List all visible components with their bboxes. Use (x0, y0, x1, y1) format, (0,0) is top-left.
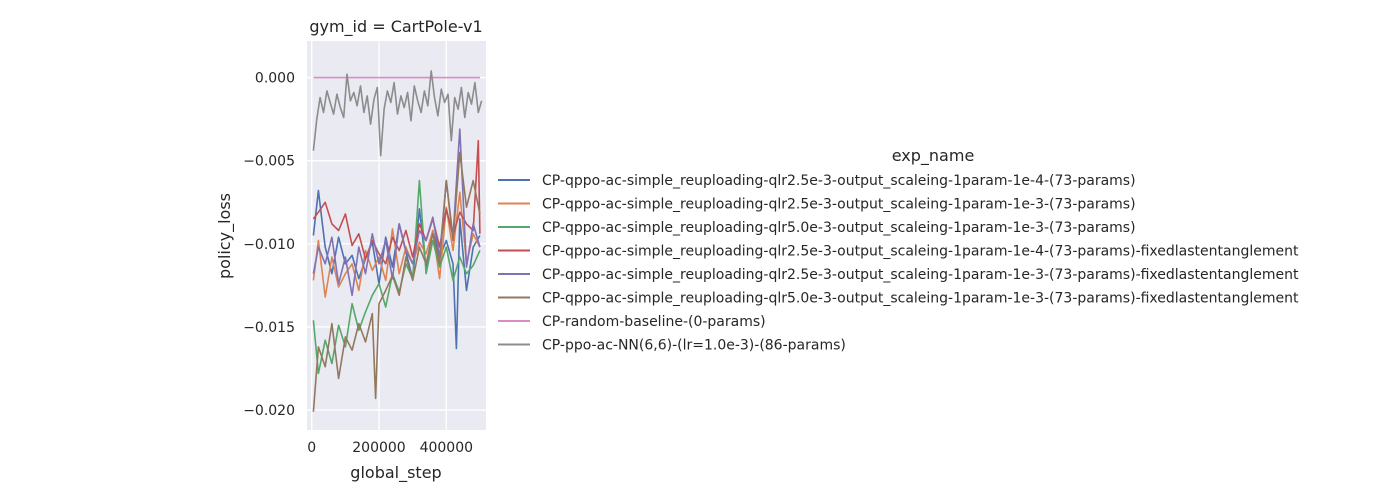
series-line-4 (312, 139, 481, 265)
legend-title: exp_name (892, 146, 975, 166)
x-tick-label: 200000 (352, 440, 405, 456)
y-tick-label: 0.000 (255, 71, 295, 87)
x-ticks: 0 200000 400000 (307, 440, 473, 456)
legend-label: CP-qppo-ac-simple_reuploading-qlr2.5e-3-… (542, 244, 1299, 260)
x-axis-label: global_step (350, 463, 441, 483)
legend-label: CP-qppo-ac-simple_reuploading-qlr2.5e-3-… (542, 267, 1299, 283)
y-tick-label: −0.005 (243, 154, 295, 170)
series-lines (312, 70, 483, 412)
y-axis-label: policy_loss (215, 193, 235, 279)
y-tick-label: −0.010 (243, 237, 295, 253)
series-line-8 (312, 70, 483, 157)
legend-label: CP-random-baseline-(0-params) (542, 314, 766, 330)
legend: exp_name CP-qppo-ac-simple_reuploading-q… (498, 146, 1299, 354)
series-line-6 (312, 151, 481, 412)
legend-items: CP-qppo-ac-simple_reuploading-qlr2.5e-3-… (498, 173, 1299, 354)
y-tick-label: −0.015 (243, 320, 295, 336)
legend-label: CP-qppo-ac-simple_reuploading-qlr2.5e-3-… (542, 197, 1136, 213)
x-tick-label: 0 (307, 440, 316, 456)
chart-title: gym_id = CartPole-v1 (309, 17, 482, 37)
x-tick-label: 400000 (420, 440, 473, 456)
y-ticks: 0.000 −0.005 −0.010 −0.015 −0.020 (243, 71, 295, 419)
legend-label: CP-qppo-ac-simple_reuploading-qlr5.0e-3-… (542, 220, 1136, 236)
legend-label: CP-qppo-ac-simple_reuploading-qlr5.0e-3-… (542, 291, 1299, 307)
y-tick-label: −0.020 (243, 403, 295, 419)
legend-label: CP-ppo-ac-NN(6,6)-(lr=1.0e-3)-(86-params… (542, 338, 846, 354)
legend-label: CP-qppo-ac-simple_reuploading-qlr2.5e-3-… (542, 173, 1136, 189)
